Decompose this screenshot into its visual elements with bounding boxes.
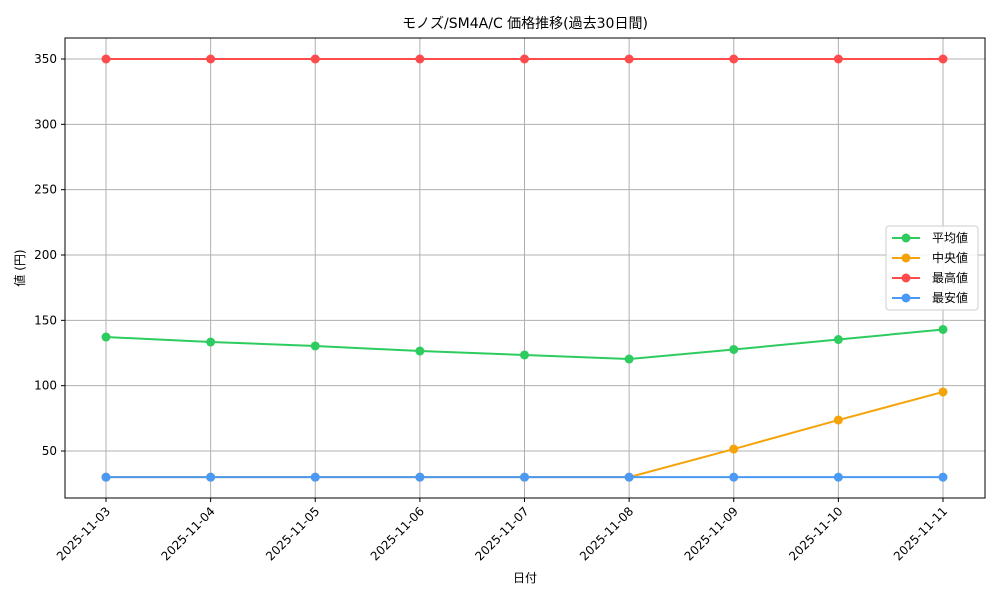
x-tick-label: 2025-11-05 <box>263 504 322 563</box>
data-point <box>729 54 739 64</box>
data-point <box>624 472 634 482</box>
x-tick-label: 2025-11-04 <box>159 504 218 563</box>
legend-label: 平均値 <box>932 230 968 245</box>
y-tick-label: 300 <box>34 117 57 131</box>
legend-marker <box>901 233 911 243</box>
data-point <box>310 341 320 351</box>
legend-marker <box>901 293 911 303</box>
grid-lines <box>65 38 985 498</box>
x-tick-label: 2025-11-08 <box>577 504 636 563</box>
data-point <box>310 472 320 482</box>
data-point <box>729 344 739 354</box>
data-point <box>520 54 529 64</box>
data-point <box>729 444 739 454</box>
data-point <box>520 472 529 482</box>
y-tick-label: 200 <box>34 248 57 262</box>
data-point <box>833 335 843 345</box>
data-point <box>206 472 216 482</box>
data-point <box>833 54 843 64</box>
x-tick-label: 2025-11-09 <box>682 504 741 563</box>
data-point <box>938 387 948 397</box>
data-point <box>206 337 216 347</box>
y-tick-label: 50 <box>42 444 57 458</box>
data-point <box>101 472 111 482</box>
y-axis-ticks: 50 100 150 200 250 300 350 <box>34 52 65 458</box>
data-point <box>520 350 529 360</box>
data-point <box>729 472 739 482</box>
x-axis-label: 日付 <box>513 571 537 585</box>
series-line <box>101 472 948 482</box>
data-point <box>101 332 111 342</box>
y-axis-label: 値 (円) <box>12 249 27 286</box>
data-point <box>938 54 948 64</box>
legend-box <box>885 225 979 311</box>
y-tick-label: 250 <box>34 183 57 197</box>
x-tick-label: 2025-11-03 <box>54 504 113 563</box>
y-tick-label: 350 <box>34 52 57 66</box>
data-point <box>415 346 425 356</box>
series-line <box>101 324 948 364</box>
x-tick-label: 2025-11-10 <box>786 504 845 563</box>
data-point <box>206 54 216 64</box>
legend-label: 中央値 <box>932 250 968 265</box>
legend-marker <box>901 273 911 283</box>
data-point <box>938 324 948 334</box>
data-point <box>938 472 948 482</box>
data-point <box>415 472 425 482</box>
data-series <box>101 54 948 482</box>
legend-label: 最安値 <box>932 290 968 305</box>
legend-marker <box>901 253 911 263</box>
chart-title: モノズ/SM4A/C 価格推移(過去30日間) <box>402 16 648 32</box>
y-tick-label: 150 <box>34 313 57 327</box>
data-point <box>833 472 843 482</box>
data-point <box>624 354 634 364</box>
legend-label: 最高値 <box>932 270 968 285</box>
x-tick-label: 2025-11-07 <box>472 504 531 563</box>
data-point <box>101 54 111 64</box>
x-tick-label: 2025-11-06 <box>368 504 427 563</box>
x-tick-label: 2025-11-11 <box>891 504 950 563</box>
data-point <box>624 54 634 64</box>
series-line <box>101 54 948 64</box>
x-axis-ticks: 2025-11-03 2025-11-04 2025-11-05 2025-11-06… <box>54 498 950 563</box>
y-tick-label: 100 <box>34 379 57 393</box>
data-point <box>833 415 843 425</box>
data-point <box>310 54 320 64</box>
data-point <box>415 54 425 64</box>
